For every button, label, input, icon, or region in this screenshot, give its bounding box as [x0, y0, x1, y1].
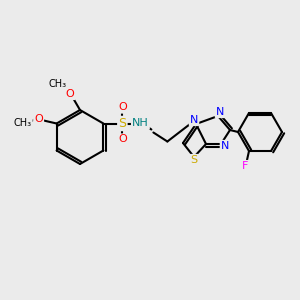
Text: O: O: [118, 134, 127, 145]
Text: O: O: [34, 115, 43, 124]
Text: NH: NH: [132, 118, 149, 128]
Text: N: N: [221, 141, 229, 151]
Text: N: N: [190, 115, 198, 125]
Text: O: O: [118, 103, 127, 112]
Text: F: F: [242, 161, 248, 171]
Text: O: O: [66, 89, 74, 99]
Text: CH₃: CH₃: [14, 118, 32, 128]
Text: CH₃: CH₃: [49, 79, 67, 89]
Text: N: N: [216, 107, 224, 117]
Text: S: S: [118, 117, 126, 130]
Text: S: S: [190, 155, 198, 165]
